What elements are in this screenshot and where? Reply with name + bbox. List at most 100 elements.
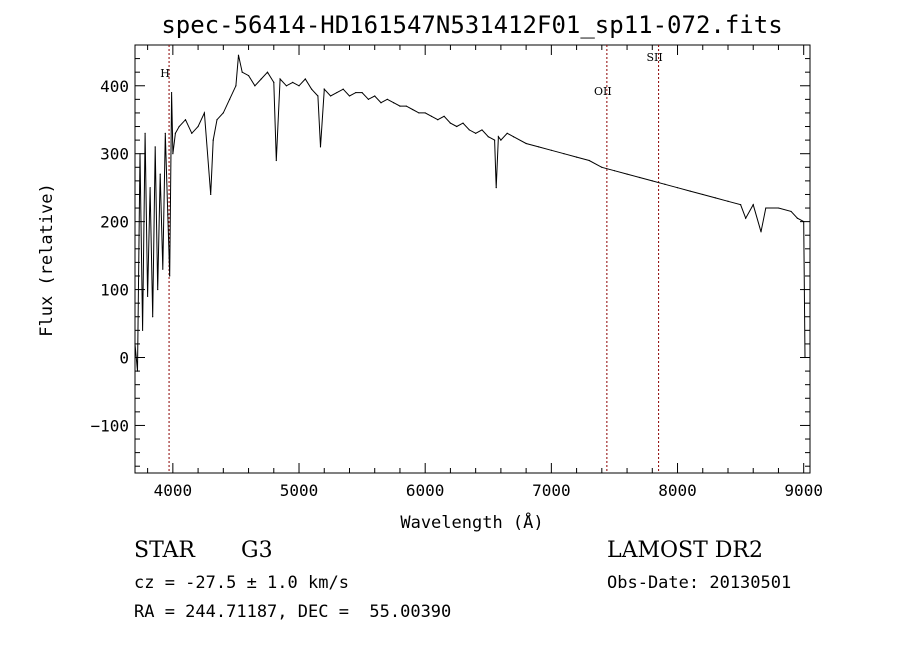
data-point (651, 180, 653, 182)
x-tick-label: 7000 (532, 481, 571, 500)
x-tick-label: 9000 (784, 481, 823, 500)
data-point (575, 156, 578, 158)
data-point (184, 119, 187, 121)
data-point (266, 71, 269, 73)
data-point (380, 102, 382, 104)
data-point (197, 125, 199, 128)
line-marker-label: H (160, 67, 170, 80)
y-axis-label: Flux (relative) (37, 183, 57, 337)
data-point (247, 74, 250, 77)
data-point (304, 78, 306, 80)
data-point (475, 132, 477, 134)
data-point (203, 112, 205, 114)
data-point (563, 153, 565, 155)
data-point (424, 112, 426, 114)
data-point (702, 193, 704, 196)
data-point (172, 153, 174, 155)
data-point (430, 115, 433, 117)
plot-frame (134, 44, 811, 474)
redshift-velocity: cz = -27.5 ± 1.0 km/s (134, 573, 349, 593)
data-point (760, 231, 762, 233)
x-tick-label: 8000 (658, 481, 697, 500)
data-point (292, 81, 294, 83)
data-point (139, 153, 141, 155)
y-tick-label: 400 (100, 77, 129, 96)
spectral-subclass: G3 (241, 538, 273, 563)
data-point (355, 91, 357, 94)
data-point (468, 129, 470, 131)
data-point (154, 146, 156, 148)
data-point (550, 149, 552, 151)
data-point (639, 176, 641, 179)
data-point (147, 295, 149, 297)
data-point (342, 88, 344, 90)
data-point (157, 288, 159, 291)
data-point (237, 54, 240, 56)
coordinates: RA = 244.71187, DEC = 55.00390 (134, 602, 452, 622)
spectrum-line (134, 55, 806, 372)
data-point (329, 95, 332, 97)
observation-date: Obs-Date: 20130501 (607, 573, 792, 593)
data-point (235, 85, 237, 87)
data-point (210, 193, 212, 196)
data-point (222, 112, 224, 114)
data-point (348, 95, 351, 97)
data-point (588, 159, 590, 162)
data-point (229, 98, 231, 100)
data-point (613, 170, 616, 172)
data-point (241, 71, 243, 73)
data-point (254, 85, 256, 87)
data-point (134, 343, 136, 345)
data-point (443, 115, 445, 117)
data-point (260, 78, 262, 80)
line-marker-label: SII (646, 51, 662, 64)
data-point (152, 316, 154, 318)
x-axis-label: Wavelength (Å) (400, 511, 543, 533)
chart-title: spec-56414-HD161547N531412F01_sp11-072.f… (161, 11, 782, 39)
data-point (462, 122, 464, 124)
data-point (298, 85, 300, 87)
data-point (144, 132, 146, 134)
data-point (399, 105, 401, 107)
data-point (149, 187, 151, 189)
x-tick-label: 6000 (406, 481, 445, 500)
data-point (790, 210, 792, 213)
data-point (481, 129, 483, 131)
data-point (804, 356, 806, 359)
object-type: STAR (134, 538, 195, 563)
data-point (601, 166, 603, 168)
data-point (273, 81, 275, 83)
data-point (449, 122, 452, 124)
data-point (164, 132, 166, 134)
data-point (456, 125, 458, 128)
y-tick-label: 200 (100, 213, 129, 232)
data-point (367, 98, 370, 100)
data-point (374, 95, 376, 97)
data-point (317, 95, 319, 97)
survey-label: LAMOST DR2 (607, 538, 763, 563)
data-point (525, 142, 527, 145)
data-point (437, 119, 439, 121)
x-tick-label: 5000 (280, 481, 319, 500)
data-point (497, 136, 499, 138)
data-point (765, 207, 767, 209)
y-tick-label: 0 (119, 349, 129, 368)
data-point (191, 132, 193, 134)
data-point (664, 183, 666, 185)
data-point (323, 88, 325, 90)
x-tick-label: 4000 (154, 481, 193, 500)
data-point (212, 139, 214, 141)
data-point (141, 329, 144, 331)
y-tick-label: 300 (100, 145, 129, 164)
data-point (689, 190, 691, 192)
data-point (740, 204, 742, 206)
line-marker-label: OII (594, 85, 612, 98)
data-point (319, 146, 322, 148)
data-point (361, 91, 363, 94)
data-point (136, 370, 139, 372)
data-point (745, 217, 747, 219)
data-point (275, 159, 277, 162)
data-point (487, 136, 489, 138)
data-point (216, 119, 218, 121)
data-point (169, 275, 171, 277)
